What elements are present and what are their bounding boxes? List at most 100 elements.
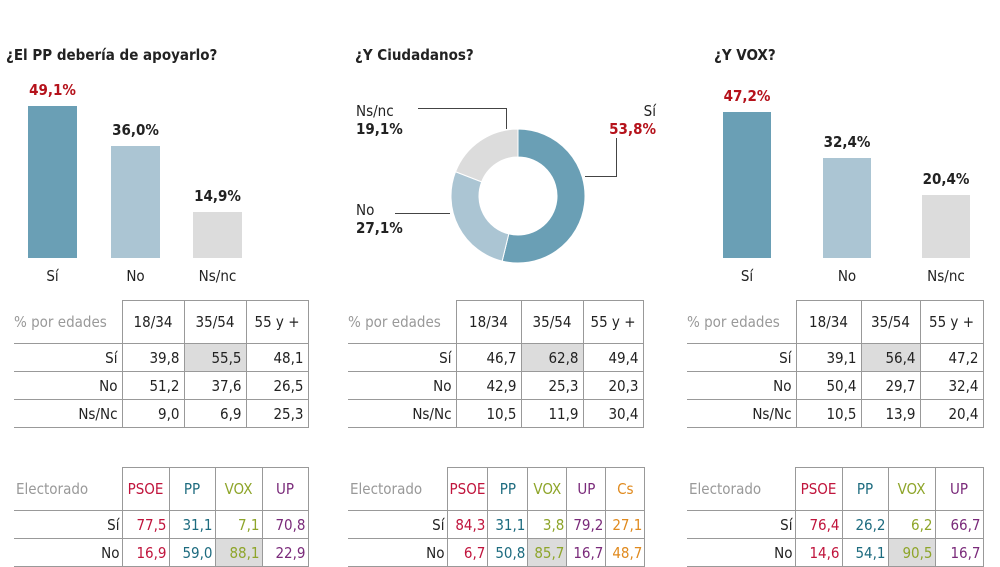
age-table: % por edades 18/34 35/54 55 y + Sí 39,8 55,5 48… bbox=[14, 300, 309, 428]
table-cell: 79,2 bbox=[566, 510, 607, 539]
table-cell: 39,1 bbox=[795, 343, 862, 372]
table-cell: 31,1 bbox=[487, 510, 529, 539]
table-cell: 42,9 bbox=[455, 371, 522, 400]
row-label: No bbox=[348, 538, 448, 567]
bar-nsnc bbox=[922, 194, 970, 258]
table-cell: 20,4 bbox=[919, 399, 984, 428]
table-cell: 10,5 bbox=[795, 399, 862, 428]
donut-slice-si bbox=[501, 128, 586, 264]
column-header: VOX bbox=[214, 467, 263, 511]
table-cell: 13,9 bbox=[860, 399, 921, 428]
column-header: 35/54 bbox=[183, 300, 247, 344]
column-header: 35/54 bbox=[520, 300, 584, 344]
table-cell: 30,4 bbox=[582, 399, 644, 428]
row-label: No bbox=[687, 538, 796, 567]
table-cell: 39,8 bbox=[121, 343, 185, 372]
table-label: % por edades bbox=[14, 312, 107, 331]
table-cell: 27,1 bbox=[605, 510, 646, 539]
column-header: VOX bbox=[887, 467, 936, 511]
table-cell: 16,7 bbox=[566, 538, 607, 567]
row-label: No bbox=[14, 371, 123, 400]
table-cell: 16,9 bbox=[121, 538, 170, 567]
column-header: 18/34 bbox=[121, 300, 185, 344]
bar-no bbox=[111, 146, 160, 258]
table-cell: 14,6 bbox=[794, 538, 843, 567]
electorate-table: Electorado PSOE PP VOX UP Cs Sí 84,3 31,1 3,8 79,2… bbox=[348, 467, 646, 567]
table-row: No 51,2 37,6 26,5 bbox=[14, 371, 309, 400]
column-header: UP bbox=[934, 467, 984, 511]
table-cell: 77,5 bbox=[121, 510, 170, 539]
table-label: Electorado bbox=[16, 479, 89, 498]
table-row: No 6,7 50,8 85,7 16,7 48,7 bbox=[348, 538, 646, 567]
row-label: Ns/Nc bbox=[14, 399, 123, 428]
table-row: No 42,9 25,3 20,3 bbox=[348, 371, 644, 400]
table-cell: 56,4 bbox=[860, 343, 921, 372]
column-header: PP bbox=[841, 467, 889, 511]
table-cell: 31,1 bbox=[168, 510, 216, 539]
table-cell: 6,9 bbox=[183, 399, 247, 428]
column-header: PSOE bbox=[446, 467, 489, 511]
table-label: % por edades bbox=[348, 312, 441, 331]
table-cell: 84,3 bbox=[446, 510, 489, 539]
table-cell: 16,7 bbox=[934, 538, 984, 567]
table-row: Sí 39,8 55,5 48,1 bbox=[14, 343, 309, 372]
column-header: PP bbox=[168, 467, 216, 511]
table-row: Sí 46,7 62,8 49,4 bbox=[348, 343, 644, 372]
category-label: Ns/nc bbox=[927, 267, 965, 285]
table-cell: 47,2 bbox=[919, 343, 984, 372]
column-header: UP bbox=[566, 467, 607, 511]
column-header: Cs bbox=[605, 467, 646, 511]
donut-slice-nsnc bbox=[454, 128, 519, 183]
table-row: Ns/Nc 10,5 11,9 30,4 bbox=[348, 399, 644, 428]
bar-nsnc bbox=[193, 211, 242, 258]
row-label: Sí bbox=[687, 510, 796, 539]
column-header: 55 y + bbox=[919, 300, 984, 344]
row-label: No bbox=[348, 371, 457, 400]
table-row: Sí 84,3 31,1 3,8 79,2 27,1 bbox=[348, 510, 646, 539]
column-header: 18/34 bbox=[795, 300, 862, 344]
category-label: Ns/nc bbox=[198, 267, 237, 285]
donut-label-nsnc: Ns/nc 19,1% bbox=[356, 102, 403, 138]
category-label: No bbox=[837, 267, 857, 285]
column-header: 35/54 bbox=[860, 300, 921, 344]
age-table: % por edades 18/34 35/54 55 y + Sí 39,1 56,4 47… bbox=[687, 300, 984, 428]
table-cell: 25,3 bbox=[520, 371, 584, 400]
category-label: No bbox=[126, 267, 145, 285]
table-cell: 3,8 bbox=[527, 510, 568, 539]
row-label: Sí bbox=[348, 343, 457, 372]
table-row: No 50,4 29,7 32,4 bbox=[687, 371, 984, 400]
table-cell: 25,3 bbox=[245, 399, 309, 428]
row-label: No bbox=[14, 538, 123, 567]
leader-line-no bbox=[395, 213, 450, 214]
table-cell: 26,5 bbox=[245, 371, 309, 400]
table-cell: 11,9 bbox=[520, 399, 584, 428]
row-label: Sí bbox=[14, 510, 123, 539]
table-cell: 90,5 bbox=[887, 538, 936, 567]
donut-label-no: No 27,1% bbox=[356, 201, 403, 237]
row-label: Sí bbox=[348, 510, 448, 539]
table-cell: 48,7 bbox=[605, 538, 646, 567]
column-header: PSOE bbox=[794, 467, 843, 511]
category-label: Sí bbox=[46, 267, 59, 285]
table-cell: 20,3 bbox=[582, 371, 644, 400]
table-cell: 88,1 bbox=[214, 538, 263, 567]
table-cell: 6,2 bbox=[887, 510, 936, 539]
table-cell: 66,7 bbox=[934, 510, 984, 539]
donut-label-si: Sí 53,8% bbox=[609, 102, 656, 138]
table-cell: 9,0 bbox=[121, 399, 185, 428]
table-cell: 37,6 bbox=[183, 371, 247, 400]
table-row: Sí 39,1 56,4 47,2 bbox=[687, 343, 984, 372]
electorate-table: Electorado PSOE PP VOX UP Sí 76,4 26,2 6,2 66,7 No… bbox=[687, 467, 984, 567]
data-label: 32,4% bbox=[823, 132, 871, 151]
row-label: Ns/Nc bbox=[348, 399, 457, 428]
table-cell: 46,7 bbox=[455, 343, 522, 372]
column-header: PSOE bbox=[121, 467, 170, 511]
bar-no bbox=[823, 157, 871, 258]
column-header: 55 y + bbox=[582, 300, 644, 344]
category-label: Sí bbox=[740, 267, 754, 285]
data-label: 47,2% bbox=[723, 86, 771, 105]
table-row: Sí 77,5 31,1 7,1 70,8 bbox=[14, 510, 309, 539]
table-cell: 85,7 bbox=[527, 538, 568, 567]
data-label: 20,4% bbox=[922, 169, 970, 188]
